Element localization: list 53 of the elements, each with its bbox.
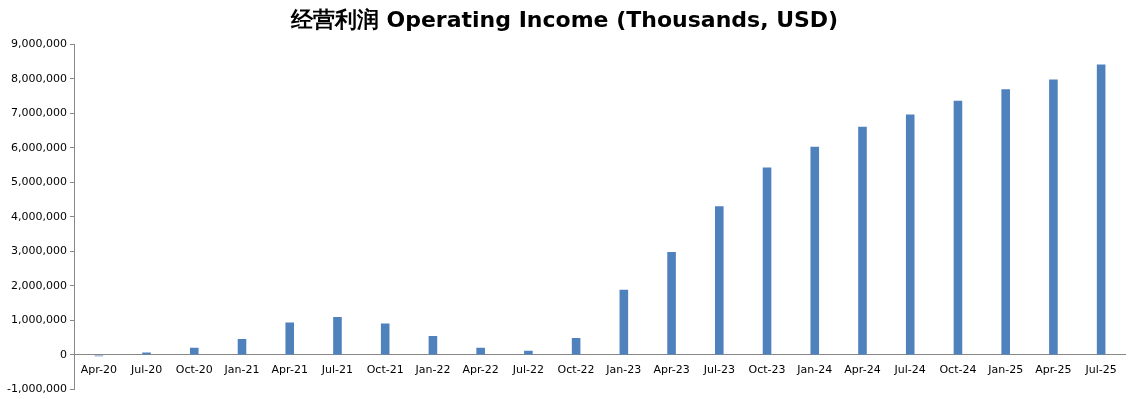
x-tick-label: Oct-20 [175, 363, 213, 377]
x-tick-label: Oct-24 [939, 363, 977, 377]
bar [1096, 64, 1106, 355]
y-tick-label: 4,000,000 [10, 209, 67, 223]
x-tick-label: Oct-22 [557, 363, 595, 377]
x-tick-label: Apr-25 [1035, 363, 1072, 377]
bar [858, 126, 867, 355]
x-tick-label: Jan-25 [987, 363, 1024, 377]
bar [905, 114, 915, 355]
bar [715, 206, 724, 355]
x-tick-label: Jan-24 [796, 363, 833, 377]
y-tick-label: 2,000,000 [10, 278, 67, 292]
bar [667, 252, 676, 355]
bar [1049, 79, 1058, 355]
bar [810, 146, 820, 355]
x-tick-label: Apr-23 [653, 363, 690, 377]
y-tick-label: 7,000,000 [10, 106, 67, 120]
x-tick-label: Oct-21 [366, 363, 404, 377]
bar [762, 167, 772, 355]
x-tick-label: Jul-25 [1084, 363, 1117, 377]
y-tick-label: -1,000,000 [7, 382, 67, 396]
y-tick-label: 6,000,000 [10, 140, 67, 154]
bar [953, 100, 963, 355]
bar [1001, 89, 1010, 355]
y-tick-label: 0 [59, 347, 67, 361]
bar [237, 339, 247, 355]
x-tick-label: Jul-22 [511, 363, 545, 377]
x-tick-label: Jul-20 [129, 363, 163, 377]
y-tick-label: 5,000,000 [10, 175, 67, 189]
x-tick-label: Apr-20 [80, 363, 117, 377]
bar [428, 335, 438, 355]
bar [476, 347, 485, 355]
y-tick-label: 9,000,000 [10, 37, 67, 51]
y-tick-label: 1,000,000 [10, 313, 67, 327]
bar [285, 322, 295, 355]
chart-title: 经营利润 Operating Income (Thousands, USD) [289, 6, 839, 32]
bar [619, 289, 629, 355]
x-tick-label: Jul-21 [320, 363, 354, 377]
bar [380, 323, 390, 355]
x-tick-label: Apr-24 [844, 363, 881, 377]
x-tick-label: Jan-21 [223, 363, 260, 377]
x-tick-label: Oct-23 [748, 363, 786, 377]
x-tick-label: Jan-23 [605, 363, 642, 377]
x-tick-label: Apr-21 [271, 363, 308, 377]
y-tick-label: 3,000,000 [10, 244, 67, 258]
bar [189, 347, 199, 355]
x-tick-label: Jul-24 [893, 363, 926, 377]
y-tick-label: 8,000,000 [10, 71, 67, 85]
x-tick-label: Apr-22 [462, 363, 499, 377]
x-tick-label: Jan-22 [414, 363, 451, 377]
x-tick-label: Jul-23 [702, 363, 735, 377]
bar [571, 338, 581, 355]
bar [333, 316, 342, 355]
